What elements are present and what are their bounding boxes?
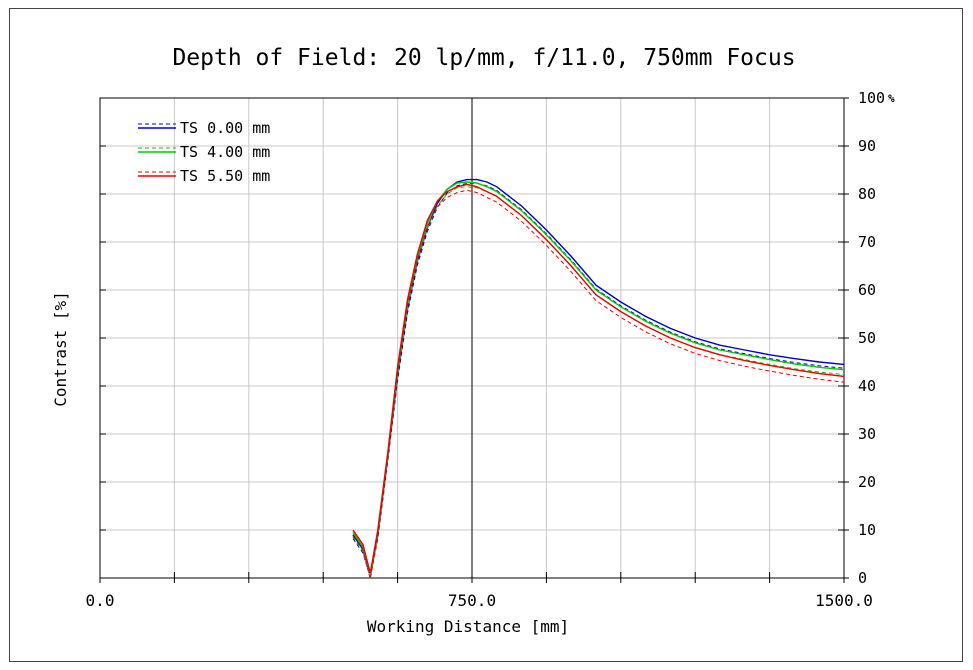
depth-of-field-chart: Depth of Field: 20 lp/mm, f/11.0, 750mm … — [51, 45, 895, 636]
y-tick-label: 50 — [858, 329, 876, 347]
series-line-2 — [352, 181, 845, 574]
series-line-3-dashed — [352, 189, 845, 580]
chart-title: Depth of Field: 20 lp/mm, f/11.0, 750mm … — [172, 45, 795, 71]
series-line-1-dashed — [352, 182, 845, 578]
y-tick-label: 70 — [858, 233, 876, 251]
y-tick-labels: 0 10 20 30 40 50 60 70 80 90 100% — [858, 89, 895, 587]
y-tick-label: 80 — [858, 185, 876, 203]
x-tick-label: 750.0 — [448, 591, 496, 610]
series-line-1 — [352, 178, 845, 574]
y-axis-label: Contrast [%] — [51, 291, 70, 407]
legend: TS 0.00 mm TS 4.00 mm TS 5.50 mm — [138, 119, 270, 185]
chart-frame: Depth of Field: 20 lp/mm, f/11.0, 750mm … — [9, 8, 963, 662]
x-tick-labels: 0.0 750.0 1500.0 — [86, 591, 873, 610]
legend-entry-label: TS 0.00 mm — [180, 119, 270, 137]
y-tick-label: 60 — [858, 281, 876, 299]
series-line-3 — [352, 183, 845, 574]
y-tick-label: 20 — [858, 473, 876, 491]
x-axis-label: Working Distance [mm] — [367, 617, 569, 636]
y-tick-label: 30 — [858, 425, 876, 443]
x-tick-label: 1500.0 — [815, 591, 873, 610]
y-tick-label: 40 — [858, 377, 876, 395]
legend-entry-label: TS 5.50 mm — [180, 167, 270, 185]
series-group — [352, 178, 845, 580]
y-tick-label: 0 — [858, 569, 867, 587]
y-tick-label: 100 — [858, 89, 885, 107]
y-top-unit-label: % — [888, 92, 895, 105]
legend-entry-label: TS 4.00 mm — [180, 143, 270, 161]
y-tick-label: 90 — [858, 137, 876, 155]
x-tick-label: 0.0 — [86, 591, 115, 610]
series-line-2-dashed — [352, 186, 845, 579]
y-tick-label: 10 — [858, 521, 876, 539]
